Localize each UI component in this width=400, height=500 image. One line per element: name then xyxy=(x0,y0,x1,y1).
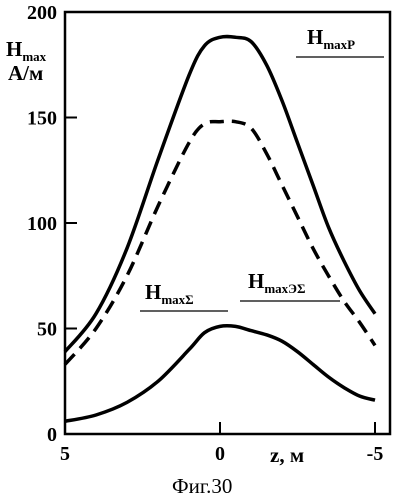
series-label-hmaxes: HmaxЭΣ xyxy=(240,269,340,301)
y-tick-label: 150 xyxy=(27,108,57,130)
x-tick-label: -5 xyxy=(367,443,384,465)
y-axis-unit: А/м xyxy=(8,61,43,85)
y-tick-label: 0 xyxy=(47,424,57,446)
y-tick-label: 100 xyxy=(27,213,57,235)
x-tick-label: 5 xyxy=(60,443,70,465)
svg-text:HmaxЭΣ: HmaxЭΣ xyxy=(248,269,306,296)
series-label-hmaxs: HmaxΣ xyxy=(140,280,228,311)
x-axis-title: z, м xyxy=(270,443,304,467)
series-label-hmaxp: HmaxP xyxy=(296,25,384,57)
svg-text:HmaxΣ: HmaxΣ xyxy=(145,280,194,307)
series-layer xyxy=(65,36,375,421)
series-line-hmaxs xyxy=(65,326,375,422)
svg-text:HmaxP: HmaxP xyxy=(307,25,355,52)
y-tick-label: 50 xyxy=(37,319,57,341)
figure-caption: Фиг.30 xyxy=(172,474,232,498)
y-tick-label: 200 xyxy=(27,2,57,24)
x-tick-label: 0 xyxy=(215,443,225,465)
y-axis-title: Hmax xyxy=(6,37,47,64)
plot-frame xyxy=(65,12,390,434)
